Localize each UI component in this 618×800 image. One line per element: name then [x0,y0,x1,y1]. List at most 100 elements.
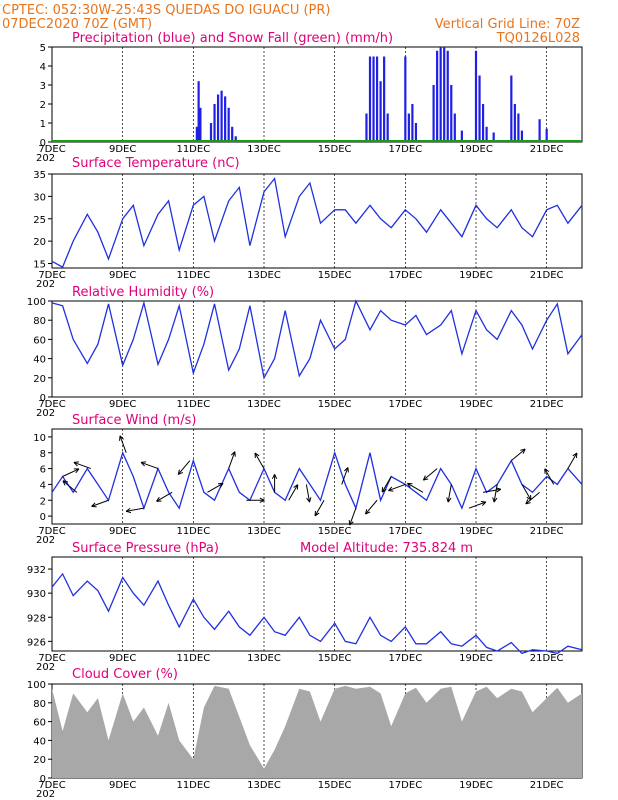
pressure-y-tick-label: 930 [27,589,46,600]
wind-x-tick-label: 21DEC [530,526,564,537]
pressure-y-tick-label: 926 [27,637,46,648]
wind-vector-head [306,497,310,503]
precip-bar [446,50,449,142]
temp-x-tick-label: 7DEC [38,270,65,281]
cloud-y-tick-label: 20 [33,755,46,766]
wind-vector-head [219,483,224,488]
precip-y-tick-label: 5 [40,43,46,54]
wind-x-tick-label: 7DEC [38,526,65,537]
precip-bar [439,47,442,142]
pressure-x-tick-label: 17DEC [388,653,422,664]
precip-bar [450,85,453,142]
temp-y-tick-label: 25 [33,215,46,226]
temp-frame [51,173,583,269]
wind-vector-head [492,497,495,503]
wind-vector [407,482,424,493]
wind-vector [567,452,578,469]
wind-vector-head [126,510,132,514]
wind-vector [156,491,173,502]
wind-vector-head [381,488,387,493]
wind-vector [381,476,392,493]
precip-bar [485,126,488,142]
wind-vector-head [234,451,236,457]
wind-vector-head [293,484,299,488]
humidity-y-tick-label: 80 [33,316,46,327]
cloud-y-tick-label: 40 [33,736,46,747]
temp-year-label: 202 [36,279,55,290]
temp-x-tick-label: 15DEC [318,270,352,281]
pressure-y-tick-label: 932 [27,565,46,576]
wind-vector [62,468,80,477]
wind-vector-head [271,474,276,480]
wind-vector [447,484,452,503]
cloud-area [52,685,582,778]
humidity-x-tick-label: 7DEC [38,399,65,410]
wind-vector-head [230,451,236,456]
temp-title: Surface Temperature (nC) [72,156,240,171]
pressure-frame [51,556,583,652]
precip-bar [368,56,372,142]
wind-vector [482,488,501,493]
precip-bar [474,50,478,142]
wind-vector-head [274,474,278,480]
cloud-x-tick-label: 19DEC [459,780,493,791]
humidity-frame [51,300,583,398]
wind-vector-head [544,468,550,473]
precip-y-tick-label: 2 [40,100,46,111]
cloud-x-tick-label: 15DEC [318,780,352,791]
cloud-x-tick-label: 11DEC [176,780,210,791]
pressure-series-line [51,572,583,655]
precip-y-tick-label: 4 [40,62,46,73]
wind-vector-head [141,461,147,463]
humidity-x-tick-label: 13DEC [247,399,281,410]
wind-vector [207,482,224,493]
precip-y-tick-label: 0 [40,138,46,149]
precip-title: Precipitation (blue) and Snow Fall (gree… [72,31,393,46]
humidity-y-tick-label: 40 [33,355,46,366]
wind-vector-head [140,462,145,467]
wind-vector-head [525,499,529,505]
precip-bar [545,128,548,142]
precip-x-tick-label: 7DEC [38,144,65,155]
wind-vector-head [572,452,578,457]
wind-vector-head [343,467,349,472]
humidity-title: Relative Humidity (%) [72,285,214,300]
precip-year-label: 202 [36,153,55,164]
wind-vector-head [522,448,526,454]
wind-vector-head [119,435,124,440]
precip-bar [220,90,223,142]
precip-x-tick-label: 17DEC [388,144,422,155]
pressure-x-tick-label: 19DEC [459,653,493,664]
precip-bar [234,136,237,142]
precip-bar [407,113,410,142]
cloud-x-tick-label: 21DEC [530,780,564,791]
precip-x-tick-label: 11DEC [176,144,210,155]
wind-series-line [51,450,583,511]
temp-y-tick-label: 30 [33,192,46,203]
cloud-y-tick-label: 60 [33,718,46,729]
wind-vector [119,435,127,453]
precip-frame [51,46,583,143]
humidity-x-tick-label: 9DEC [109,399,136,410]
wind-vector-head [496,488,502,493]
precip-bar [453,113,456,142]
precip-bar [195,126,198,142]
cloud-x-tick-label: 13DEC [247,780,281,791]
precip-bar [213,104,216,142]
wind-x-tick-label: 11DEC [176,526,210,537]
wind-vector [305,484,311,503]
precip-bar [365,113,368,142]
wind-vector-head [177,469,180,475]
wind-vector-head [309,497,312,503]
precip-bar [216,94,220,142]
wind-vector-head [388,490,394,492]
wind-title: Surface Wind (m/s) [72,413,196,428]
wind-vector-head [91,505,97,508]
precip-bar [404,56,407,142]
precip-bar [386,113,389,142]
pressure-altitude: Model Altitude: 735.824 m [300,541,473,556]
precip-y-tick-label: 1 [40,119,46,130]
wind-vector [544,468,555,485]
temp-y-tick-label: 20 [33,237,46,248]
wind-vector-head [178,471,183,475]
